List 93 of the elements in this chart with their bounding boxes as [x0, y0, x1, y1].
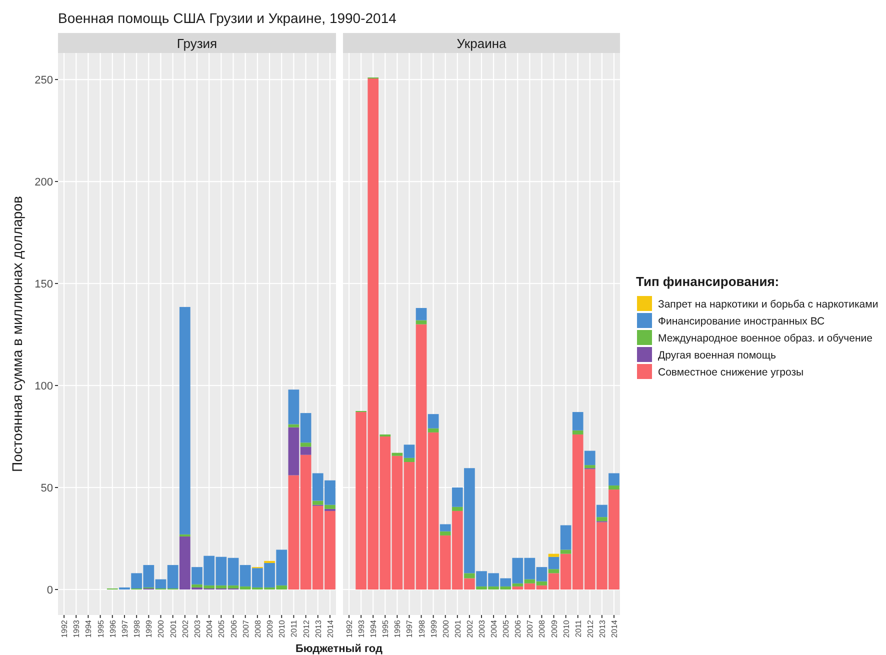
- x-tick-label: 1997: [405, 619, 414, 638]
- bar: [572, 430, 584, 434]
- y-tick-label: 250: [34, 74, 53, 86]
- legend-label: Международное военное образ. и обучение: [658, 332, 873, 345]
- bar: [179, 306, 190, 534]
- y-axis-title: Постоянная сумма в миллионах долларов: [9, 196, 25, 472]
- bar: [560, 550, 572, 554]
- chart-subtitle: Грузия: [176, 36, 218, 51]
- x-tick-label: 1993: [72, 619, 82, 638]
- x-tick-label: 2008: [253, 619, 262, 638]
- legend-label: Другая военная помощь: [658, 350, 777, 362]
- bar: [324, 504, 336, 509]
- x-tick-label: 2013: [598, 619, 607, 638]
- x-tick-label: 1995: [381, 619, 390, 638]
- x-tick-label: 1997: [120, 619, 130, 638]
- x-tick-label: 2012: [586, 619, 595, 638]
- bar: [428, 428, 439, 432]
- x-tick-label: 2002: [465, 619, 474, 638]
- bar: [596, 504, 608, 518]
- bar: [428, 414, 439, 428]
- chart-subtitle: Украина: [456, 36, 508, 51]
- x-tick-label: 1992: [345, 619, 354, 638]
- x-tick-label: 1998: [132, 619, 142, 638]
- x-tick-label: 1994: [369, 619, 378, 638]
- x-tick-label: 1993: [357, 619, 366, 638]
- x-tick-label: 1999: [429, 619, 438, 638]
- x-tick-label: 1995: [96, 619, 106, 638]
- x-tick-label: 2008: [538, 619, 547, 638]
- x-tick-label: 1996: [393, 619, 402, 638]
- x-tick-label: 1998: [417, 619, 426, 638]
- x-tick-label: 2003: [193, 619, 202, 638]
- x-tick-label: 2001: [168, 619, 178, 638]
- x-tick-label: 2004: [490, 619, 499, 638]
- x-tick-label: 2007: [526, 619, 535, 638]
- x-tick-label: 1992: [60, 619, 70, 638]
- x-tick-label: 2001: [453, 619, 462, 638]
- x-axis-title: Бюджетный год: [295, 643, 383, 655]
- y-tick-label: 150: [34, 278, 53, 290]
- x-tick-label: 2010: [278, 619, 287, 638]
- x-tick-label: 2011: [574, 619, 583, 638]
- chart-title: Военная помощь США Грузии и Украине, 1990-2014: [58, 10, 397, 26]
- bar: [608, 485, 620, 490]
- bar: [608, 473, 620, 486]
- x-tick-label: 2014: [326, 619, 335, 638]
- x-tick-label: 2005: [502, 619, 511, 638]
- bar: [416, 320, 427, 324]
- x-tick-label: 2010: [562, 619, 571, 638]
- x-tick-label: 1999: [144, 619, 154, 638]
- x-tick-label: 2000: [156, 619, 166, 638]
- bar: [404, 444, 415, 458]
- x-tick-label: 2009: [550, 619, 559, 638]
- x-tick-label: 1996: [108, 619, 118, 638]
- x-tick-label: 2014: [610, 619, 619, 638]
- y-tick-label: 0: [46, 584, 53, 596]
- bar: [380, 434, 391, 437]
- bar: [300, 442, 312, 447]
- x-tick-label: 2000: [441, 619, 450, 638]
- bar: [452, 506, 463, 511]
- x-tick-label: 2004: [205, 619, 214, 638]
- bar: [512, 583, 524, 586]
- legend-label: Финансирование иностранных ВС: [658, 316, 826, 328]
- x-tick-label: 2011: [290, 619, 299, 638]
- x-tick-label: 2005: [217, 619, 226, 638]
- bar: [440, 524, 451, 532]
- x-tick-label: 2012: [302, 619, 311, 638]
- y-tick-label: 100: [34, 380, 53, 392]
- bar: [404, 458, 415, 462]
- x-tick-label: 2006: [514, 619, 523, 638]
- legend-title: Тип финансирования:: [636, 274, 780, 289]
- x-tick-label: 1994: [84, 619, 94, 638]
- bar: [312, 500, 324, 505]
- x-tick-label: 2013: [314, 619, 323, 638]
- bar: [560, 525, 572, 550]
- bar: [440, 531, 451, 536]
- x-tick-label: 2007: [241, 619, 250, 638]
- x-tick-label: 2006: [229, 619, 238, 638]
- x-tick-label: 2009: [266, 619, 275, 638]
- x-tick-label: 2002: [180, 619, 190, 638]
- legend-label: Совместное снижение угрозы: [658, 366, 804, 379]
- bar: [464, 573, 475, 578]
- y-tick-label: 200: [34, 176, 53, 188]
- bar: [392, 452, 403, 456]
- legend-label: Запрет на наркотики и борьба с наркотиками: [658, 298, 878, 311]
- bar: [288, 424, 300, 428]
- bar: [584, 465, 596, 468]
- bar: [572, 412, 584, 430]
- x-tick-label: 2003: [478, 619, 486, 638]
- bar: [584, 450, 596, 466]
- bar: [416, 308, 427, 320]
- bar: [548, 569, 560, 574]
- bar: [548, 554, 560, 557]
- y-tick-label: 50: [40, 482, 53, 494]
- bar: [596, 517, 608, 522]
